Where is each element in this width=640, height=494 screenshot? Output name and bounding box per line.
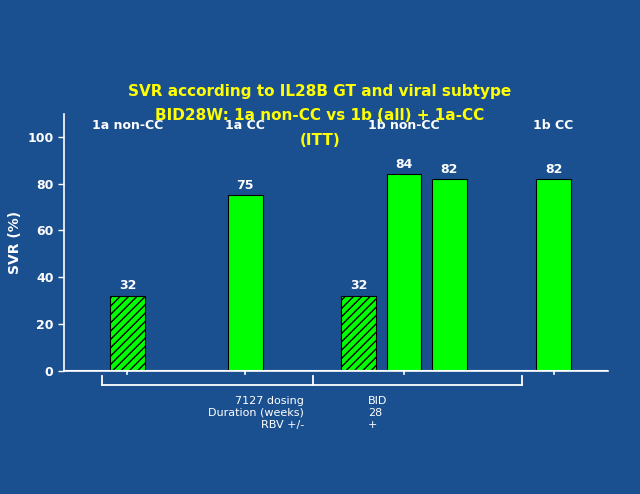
Text: (ITT): (ITT)	[300, 133, 340, 148]
Text: +: +	[368, 419, 377, 430]
Text: 1b non-CC: 1b non-CC	[368, 120, 440, 132]
Text: 1a non-CC: 1a non-CC	[92, 120, 163, 132]
Text: Duration (weeks): Duration (weeks)	[209, 408, 304, 418]
Bar	[342, 296, 376, 370]
Text: 82: 82	[545, 163, 563, 175]
Y-axis label: SVR (%): SVR (%)	[8, 210, 22, 274]
Bar	[432, 179, 467, 370]
Text: SVR according to IL28B GT and viral subtype: SVR according to IL28B GT and viral subt…	[129, 84, 511, 99]
Text: 7127 dosing: 7127 dosing	[236, 396, 304, 406]
Bar	[536, 179, 571, 370]
Text: 75: 75	[237, 179, 254, 192]
Text: 84: 84	[396, 158, 413, 171]
Text: RBV +/-: RBV +/-	[261, 419, 304, 430]
Text: 28: 28	[368, 408, 382, 418]
Bar	[110, 296, 145, 370]
Text: 32: 32	[350, 279, 367, 292]
Text: 1b CC: 1b CC	[534, 120, 573, 132]
Bar	[387, 174, 421, 370]
Text: 82: 82	[441, 163, 458, 175]
Text: BID: BID	[368, 396, 387, 406]
Text: 1a CC: 1a CC	[225, 120, 265, 132]
Bar	[228, 195, 262, 370]
Text: 32: 32	[119, 279, 136, 292]
Text: BID28W: 1a non-CC vs 1b (all) + 1a-CC: BID28W: 1a non-CC vs 1b (all) + 1a-CC	[156, 109, 484, 124]
